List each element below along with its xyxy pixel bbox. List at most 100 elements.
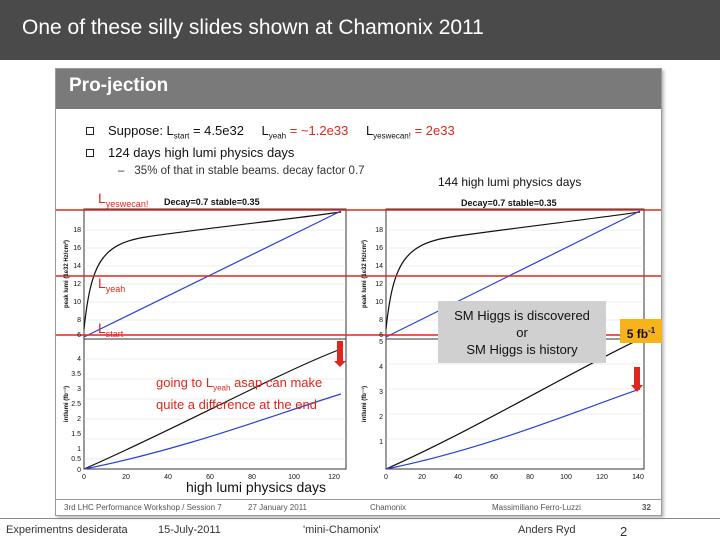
higgs-line1: SM Higgs is discovered (454, 308, 590, 323)
inner-footer-rule (56, 499, 661, 500)
higgs-line3: SM Higgs is history (466, 342, 578, 357)
right-intlumi-ylabel: intlumi (fb⁻¹) (361, 386, 368, 422)
inner-footer-venue: Chamonix (370, 503, 407, 512)
left-int-tick-2: 2 (77, 416, 81, 423)
yeswecan-value: = 2e33 (410, 123, 455, 138)
left-int-tick-1: 1 (77, 446, 81, 453)
dash-icon: – (118, 165, 125, 177)
footer-left-text: Experimentns desiderata (6, 524, 128, 536)
right-x-tick-100: 100 (560, 474, 572, 481)
days-144-label: 144 high lumi physics days (438, 175, 582, 189)
right-intlumi-blue-curve (385, 388, 641, 470)
embedded-slide-header (56, 69, 661, 109)
right-peak-ticks: 18 16 14 12 10 8 6 (375, 227, 383, 339)
yeah-subscript: yeah (268, 131, 287, 141)
embedded-slide: Pro-jection Suppose: Lstart = 4.5e32 Lye… (55, 68, 662, 516)
left-int-tick-3.5: 3.5 (71, 371, 81, 378)
right-int-tick-3: 3 (379, 389, 383, 396)
higgs-box: SM Higgs is discovered or SM Higgs is hi… (438, 301, 606, 363)
start-value: = 4.5e32 (189, 123, 244, 138)
right-int-tick-2: 2 (379, 414, 383, 421)
right-down-arrow-icon (631, 367, 643, 392)
right-peak-tick-12: 12 (375, 281, 383, 288)
right-x-ticks: 0 20 40 60 80 100 120 140 (384, 474, 644, 481)
left-decay-label: Decay=0.7 stable=0.35 (164, 197, 260, 207)
suppose-text: Suppose: L (108, 123, 174, 138)
right-peak-black-curve (385, 211, 641, 330)
right-peak-tick-8: 8 (379, 317, 383, 324)
left-x-tick-60: 60 (206, 474, 214, 481)
left-int-tick-4: 4 (77, 356, 81, 363)
inner-footer-workshop: 3rd LHC Performance Workshop / Session 7 (64, 503, 222, 512)
x-axis-label: high lumi physics days (186, 479, 327, 495)
left-intlumi-ylabel: intlumi (fb⁻¹) (63, 386, 70, 422)
yeswecan-symbol: L (365, 123, 374, 138)
bullet-124-days-text: 124 days high lumi physics days (108, 145, 295, 160)
right-x-tick-140: 140 (632, 474, 644, 481)
footer-page-number: 2 (620, 524, 628, 539)
right-int-tick-1: 1 (379, 439, 383, 446)
right-x-tick-120: 120 (596, 474, 608, 481)
yeah-symbol: L (261, 123, 269, 138)
going-text-b: asap can make (230, 375, 323, 390)
left-peak-tick-14: 14 (73, 263, 81, 270)
right-peak-blue-curve (385, 210, 641, 338)
left-x-tick-80: 80 (248, 474, 256, 481)
left-int-tick-1.5: 1.5 (71, 431, 81, 438)
left-x-tick-0: 0 (82, 474, 86, 481)
left-x-tick-20: 20 (122, 474, 130, 481)
going-subscript: yeah (213, 383, 231, 393)
right-peak-tick-10: 10 (375, 299, 383, 306)
embedded-slide-title: Pro-jection (69, 75, 169, 96)
bullet-square-icon (86, 149, 94, 157)
footer-event: 'mini-Chamonix' (303, 524, 381, 536)
left-intlumi-blue-curve (83, 393, 342, 470)
bullet-square-icon (86, 127, 94, 135)
left-intlumi-plot-frame (83, 338, 347, 470)
label-l-yeswecan: Lyeswecan! (98, 190, 149, 209)
footer-author: Anders Ryd (518, 524, 576, 536)
left-peak-tick-18: 18 (73, 227, 81, 234)
left-x-tick-40: 40 (164, 474, 172, 481)
fb-target-box: 5 fb-1 (620, 319, 662, 343)
right-peak-ylabel: peak lumi (1e32 Hz/cm²) (361, 240, 368, 308)
start-subscript: start (173, 131, 190, 141)
inner-footer-date: 27 January 2011 (248, 503, 308, 512)
label-l-start: Lstart (98, 320, 124, 339)
right-peak-tick-6: 6 (379, 332, 383, 339)
left-down-arrow-icon (334, 341, 346, 367)
left-int-tick-0: 0 (77, 467, 81, 474)
inner-footer-author: Massimiliano Ferro-Luzzi (492, 503, 581, 512)
left-x-tick-120: 120 (328, 474, 340, 481)
right-int-tick-5: 5 (379, 339, 383, 346)
left-peak-ticks: 18 16 14 12 10 8 6 (73, 227, 81, 339)
left-peak-blue-curve (83, 210, 342, 338)
left-peak-tick-6: 6 (77, 332, 81, 339)
yeswecan-subscript: yeswecan! (373, 131, 411, 141)
right-peak-tick-16: 16 (375, 245, 383, 252)
right-x-tick-40: 40 (454, 474, 462, 481)
right-intlumi-ticks: 5 4 3 2 1 (379, 339, 383, 446)
right-x-tick-20: 20 (418, 474, 426, 481)
left-x-ticks: 0 20 40 60 80 100 120 (82, 474, 340, 481)
right-peak-tick-18: 18 (375, 227, 383, 234)
inner-footer-page: 32 (642, 503, 651, 512)
right-x-tick-60: 60 (490, 474, 498, 481)
yeah-value: = ~1.2e33 (286, 123, 349, 138)
bullet-124-days: 124 days high lumi physics days (86, 145, 294, 160)
left-peak-tick-8: 8 (77, 317, 81, 324)
label-l-yeah: Lyeah (98, 275, 126, 294)
left-peak-ylabel: peak lumi (1e32 Hz/cm²) (63, 240, 70, 308)
right-x-tick-0: 0 (384, 474, 388, 481)
left-peak-tick-16: 16 (73, 245, 81, 252)
left-peak-tick-12: 12 (73, 281, 81, 288)
bullet-suppose: Suppose: Lstart = 4.5e32 Lyeah = ~1.2e33… (86, 123, 455, 141)
left-int-tick-0.5: 0.5 (71, 456, 81, 463)
higgs-line2: or (516, 325, 528, 340)
going-annotation: going to Lyeah asap can make quite a dif… (156, 375, 322, 413)
left-intlumi-ticks: 4 3.5 3 2.5 2 1.5 1 0.5 0 (71, 356, 81, 474)
right-x-tick-80: 80 (526, 474, 534, 481)
going-text-line2: quite a difference at the end (156, 396, 317, 412)
slide-title: One of these silly slides shown at Chamo… (22, 16, 484, 39)
sub-bullet-text: 35% of that in stable beams. decay facto… (134, 165, 365, 177)
